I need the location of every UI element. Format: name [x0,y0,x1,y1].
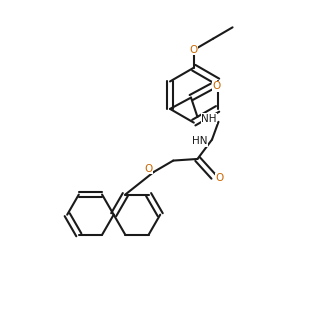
Text: O: O [213,81,221,91]
Text: O: O [215,173,224,183]
Text: O: O [190,45,198,55]
Text: NH: NH [201,113,216,124]
Text: O: O [144,164,152,174]
Text: HN: HN [192,136,207,146]
